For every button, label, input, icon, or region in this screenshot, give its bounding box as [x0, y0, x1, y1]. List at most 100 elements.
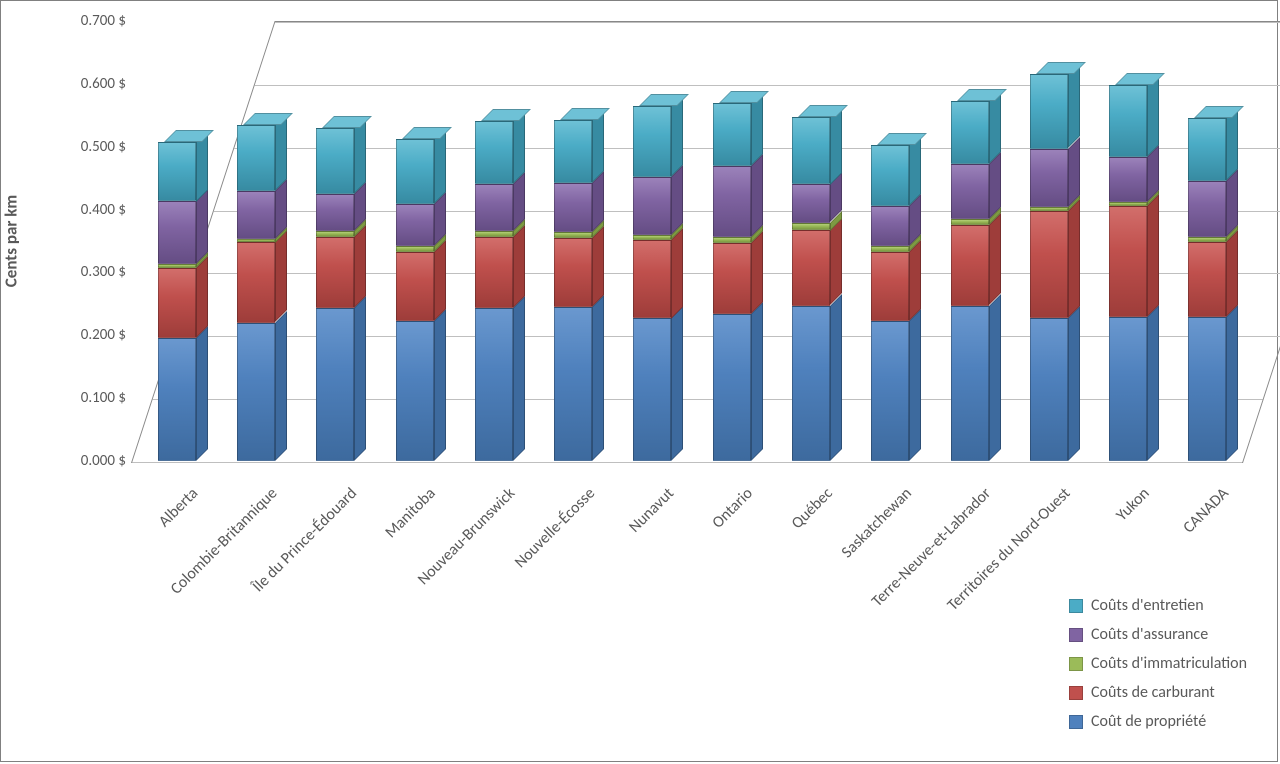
bar-segment-side	[196, 326, 208, 461]
y-tick-label: 0.700 $	[81, 12, 126, 30]
bar-segment-carburant	[158, 268, 196, 338]
bar-segment-carburant	[1188, 242, 1226, 317]
legend-label: Coûts d'entretien	[1091, 596, 1204, 615]
bar-segment-side	[830, 218, 842, 305]
bar-segment-assurance	[633, 177, 671, 235]
y-tick-label: 0.000 $	[81, 452, 126, 470]
legend-item: Coûts d'immatriculation	[1069, 654, 1247, 673]
legend-label: Coûts d'immatriculation	[1091, 654, 1247, 673]
bar-segment-side	[671, 165, 683, 235]
bar-segment-propriete	[1188, 317, 1226, 461]
bar-segment-assurance	[871, 206, 909, 246]
bar-segment-propriete	[316, 308, 354, 461]
bar-segment-entretien	[1109, 85, 1147, 157]
bar-segment-side	[275, 311, 287, 461]
bar-segment-carburant	[1109, 206, 1147, 317]
bar-segment-propriete	[871, 321, 909, 461]
bar-segment-assurance	[792, 184, 830, 222]
bar-segment-side	[434, 240, 446, 321]
legend-swatch	[1069, 686, 1083, 700]
y-tick-label: 0.100 $	[81, 389, 126, 407]
bar-segment-side	[671, 228, 683, 319]
chart-container: Cents par km 0.000 $0.100 $0.200 $0.300 …	[0, 0, 1278, 762]
bar-segment-entretien	[871, 145, 909, 206]
bar-segment-side	[1147, 305, 1159, 461]
bar-segment-side	[1068, 137, 1080, 207]
bar-segment-immatriculation	[871, 246, 909, 252]
legend-label: Coût de propriété	[1091, 712, 1206, 731]
bar-segment-assurance	[713, 166, 751, 237]
x-tick-label: Québec	[787, 484, 836, 533]
bar-segment-immatriculation	[633, 235, 671, 240]
bar-segment-assurance	[237, 191, 275, 239]
legend-item: Coûts de carburant	[1069, 683, 1247, 702]
bar-segment-side	[196, 256, 208, 338]
bar-segment-entretien	[633, 106, 671, 177]
bar-segment-propriete	[951, 306, 989, 461]
bar-segment-assurance	[316, 194, 354, 231]
bar-segment-assurance	[396, 204, 434, 246]
x-tick-label: Ontario	[709, 484, 757, 532]
bar-segment-entretien	[237, 125, 275, 191]
bar-segment-carburant	[396, 252, 434, 321]
y-tick-label: 0.400 $	[81, 201, 126, 219]
bar-segment-immatriculation	[554, 232, 592, 238]
bar-segment-side	[275, 230, 287, 322]
bar-segment-immatriculation	[158, 264, 196, 268]
legend-item: Coût de propriété	[1069, 712, 1247, 731]
y-tick-label: 0.200 $	[81, 326, 126, 344]
bar-segment-immatriculation	[1188, 237, 1226, 242]
bar-segment-carburant	[792, 230, 830, 305]
legend-item: Coûts d'assurance	[1069, 625, 1247, 644]
bar-segment-carburant	[1030, 211, 1068, 318]
bar-segment-carburant	[237, 242, 275, 322]
legend-swatch	[1069, 599, 1083, 613]
bar-segment-carburant	[633, 240, 671, 319]
bar-segment-entretien	[1188, 118, 1226, 181]
bar-segment-entretien	[158, 142, 196, 202]
bars-area	[131, 21, 1241, 461]
bar-segment-entretien	[792, 117, 830, 185]
bar-segment-immatriculation	[475, 231, 513, 237]
bar-segment-side	[1068, 62, 1080, 148]
bar-segment-side	[434, 309, 446, 461]
bar-segment-side	[751, 231, 763, 314]
x-tick-label: Alberta	[155, 484, 202, 531]
bar-segment-side	[909, 309, 921, 461]
legend-swatch	[1069, 657, 1083, 671]
bar-segment-side	[1068, 306, 1080, 461]
gridline	[132, 462, 1242, 463]
bar-segment-carburant	[713, 243, 751, 314]
legend-label: Coûts d'assurance	[1091, 625, 1208, 644]
bar-segment-immatriculation	[792, 223, 830, 231]
bar-segment-side	[1226, 230, 1238, 317]
bar-segment-side	[513, 296, 525, 461]
y-tick-label: 0.300 $	[81, 263, 126, 281]
bar-segment-carburant	[316, 237, 354, 308]
y-tick-label: 0.600 $	[81, 75, 126, 93]
bar-segment-propriete	[633, 318, 671, 461]
bar-segment-side	[909, 240, 921, 321]
bar-segment-assurance	[475, 184, 513, 231]
bar-segment-immatriculation	[951, 219, 989, 225]
y-tick-label: 0.500 $	[81, 138, 126, 156]
bar-segment-propriete	[237, 323, 275, 461]
x-tick-label: CANADA	[1180, 484, 1233, 537]
bar-segment-assurance	[951, 164, 989, 219]
bar-segment-side	[513, 225, 525, 308]
bar-segment-propriete	[713, 314, 751, 461]
legend-swatch	[1069, 628, 1083, 642]
bar-segment-side	[671, 94, 683, 177]
bar-segment-immatriculation	[1109, 202, 1147, 206]
bar-segment-side	[1068, 199, 1080, 318]
bar-segment-side	[751, 302, 763, 461]
bar-segment-assurance	[1188, 181, 1226, 237]
legend: Coûts d'entretien Coûts d'assurance Coûts …	[1069, 586, 1247, 741]
bar-segment-side	[354, 225, 366, 308]
bar-segment-immatriculation	[713, 237, 751, 243]
y-axis: 0.000 $0.100 $0.200 $0.300 $0.400 $0.500…	[61, 21, 126, 461]
x-tick-label: Nouvelle-Écosse	[510, 484, 598, 572]
bar-segment-assurance	[158, 201, 196, 264]
bar-segment-side	[1147, 73, 1159, 157]
bar-segment-side	[671, 306, 683, 461]
